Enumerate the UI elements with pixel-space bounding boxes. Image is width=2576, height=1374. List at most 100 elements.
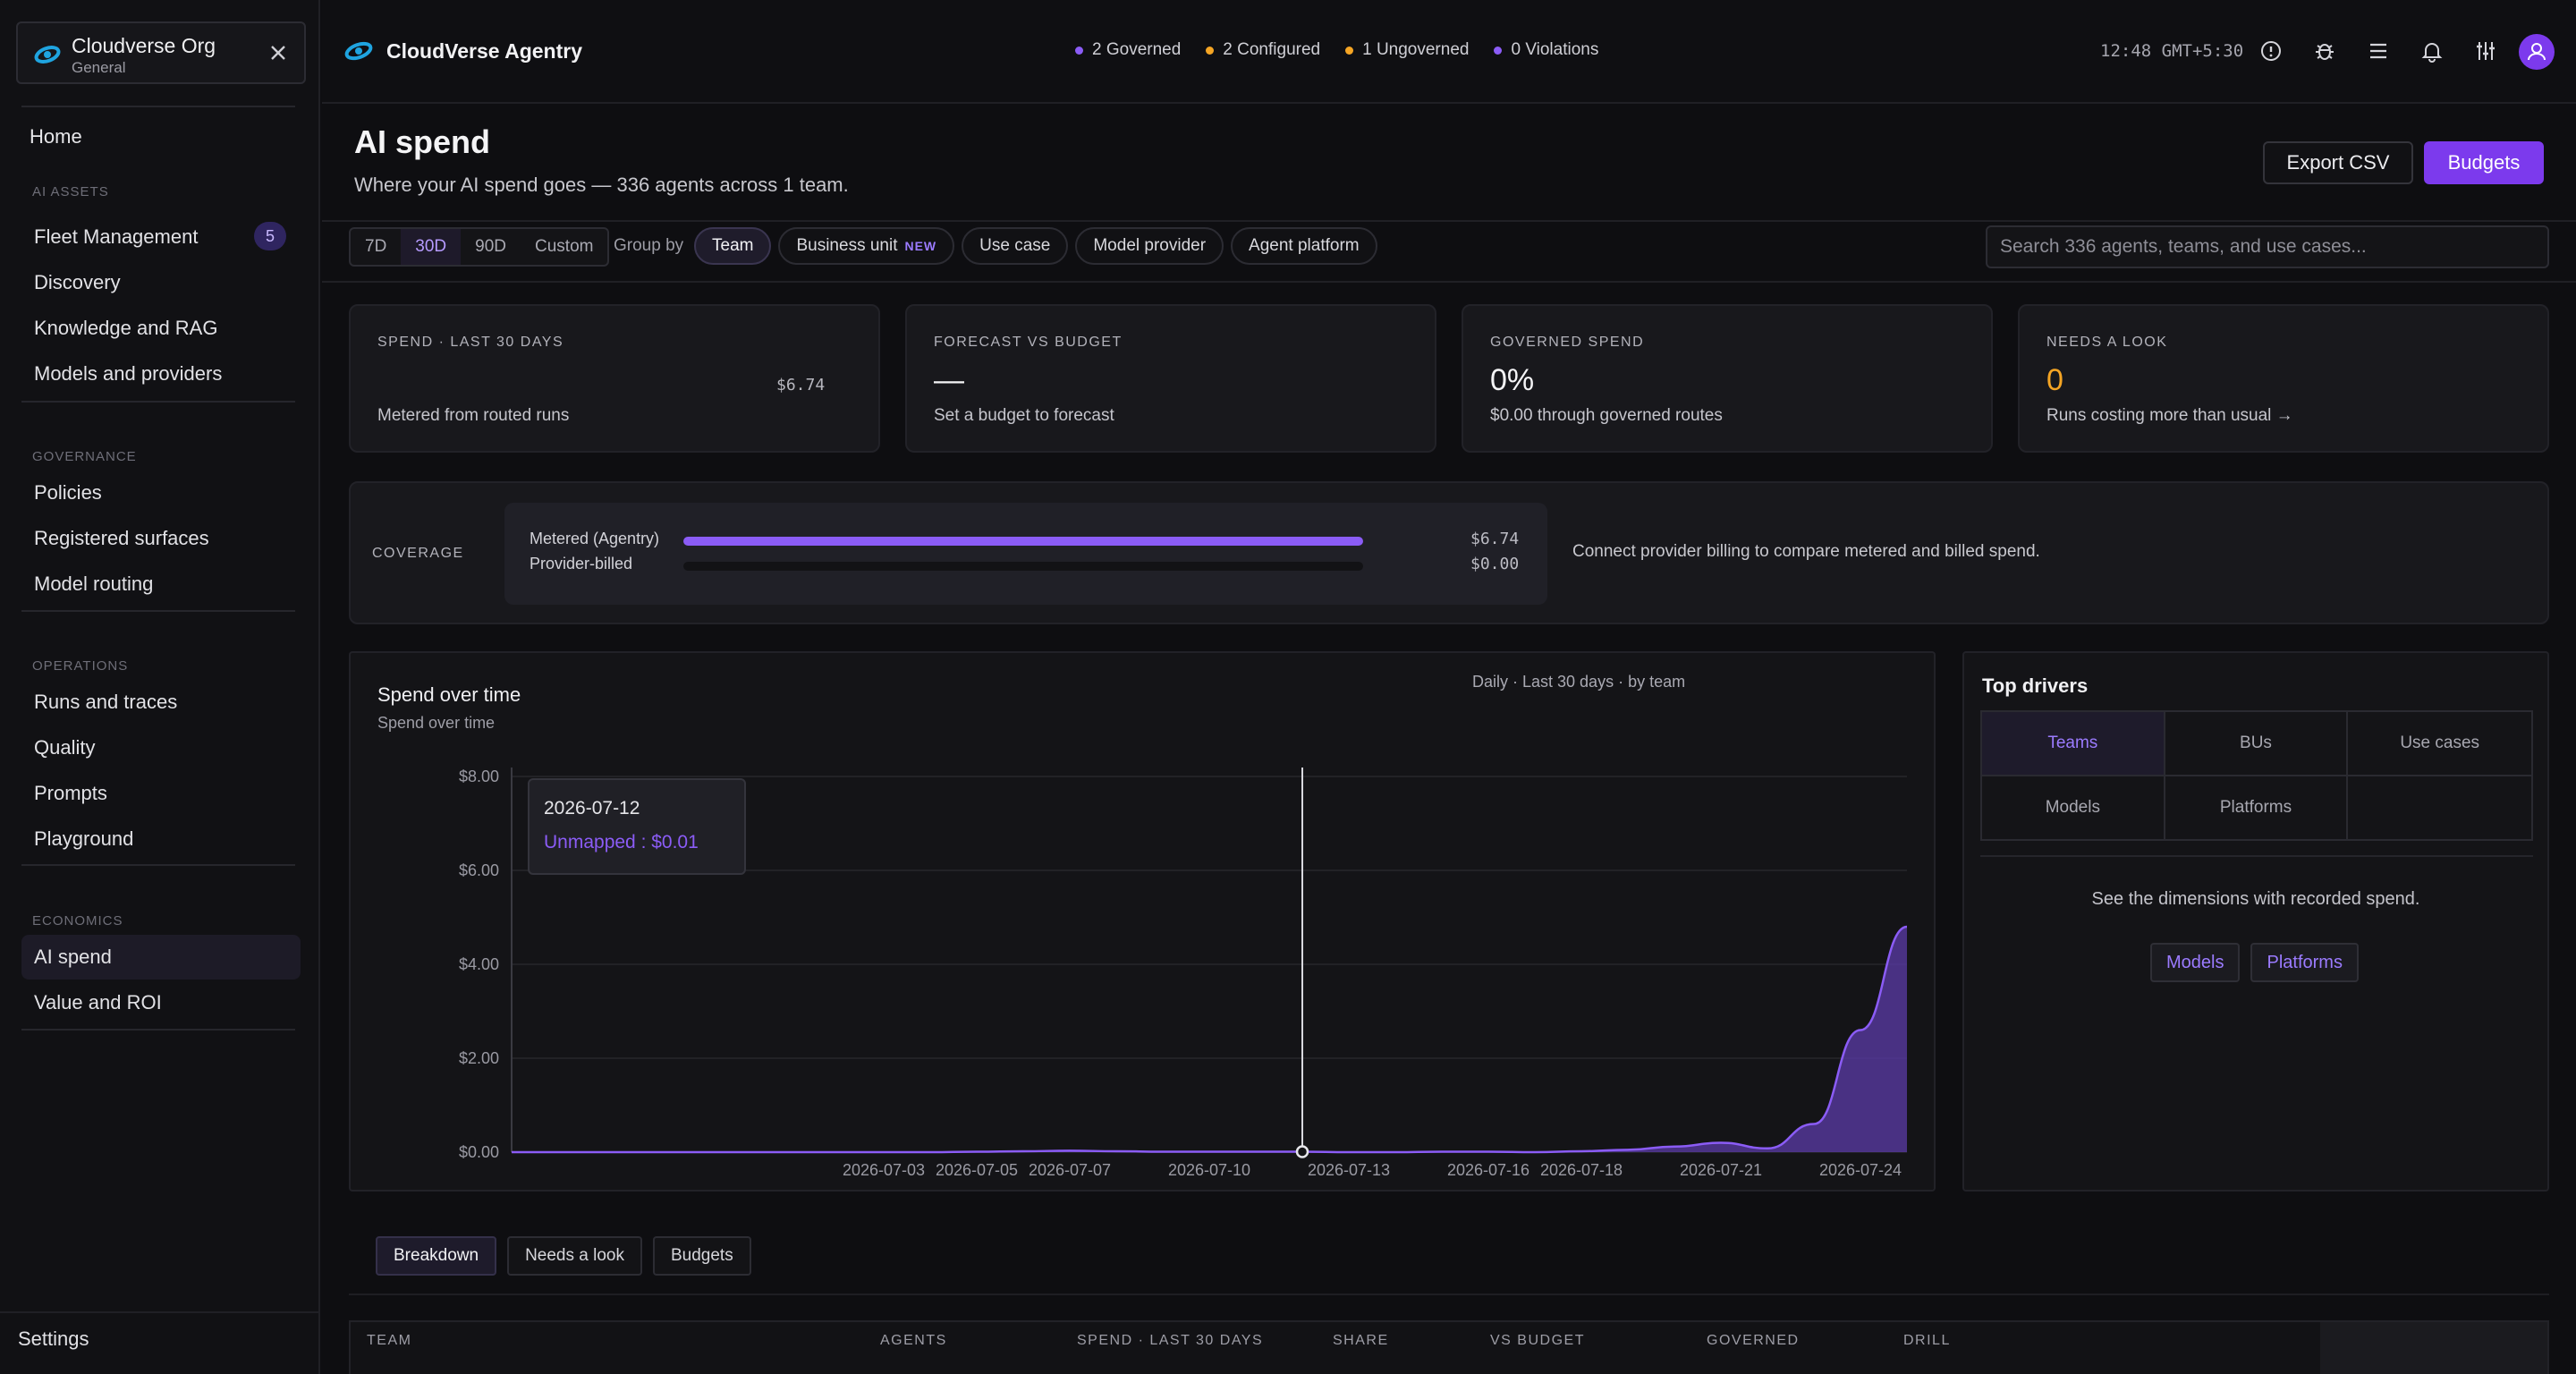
drivers-tab-empty xyxy=(2348,776,2531,839)
status-label: 1 Ungoverned xyxy=(1362,40,1470,59)
drivers-tab-teams[interactable]: Teams xyxy=(1982,712,2165,776)
coverage-bars: Metered (Agentry) $6.74 Provider-billed … xyxy=(504,503,1547,605)
close-icon[interactable] xyxy=(268,43,288,63)
drivers-title: Top drivers xyxy=(1982,674,2089,697)
coverage-label: COVERAGE xyxy=(372,546,464,561)
clock: 12:48 GMT+5:30 xyxy=(2100,41,2244,61)
governance-status-strip: 2 Governed 2 Configured 1 Ungoverned 0 V… xyxy=(1075,40,1598,60)
nav-item-fleet-management[interactable]: Fleet Management xyxy=(34,225,199,248)
nav-section-ai-assets: AI ASSETS xyxy=(32,184,109,199)
drivers-tab-platforms[interactable]: Platforms xyxy=(2165,776,2349,839)
kpi-value: 0% xyxy=(1490,363,1535,397)
chart-tooltip: 2026-07-12 Unmapped : $0.01 xyxy=(528,778,746,875)
nav-item-registered-surfaces[interactable]: Registered surfaces xyxy=(34,527,209,549)
chip-label: Agent platform xyxy=(1249,236,1360,255)
bell-icon[interactable] xyxy=(2420,39,2444,63)
nav-item-prompts[interactable]: Prompts xyxy=(34,782,107,804)
chip-label: Model provider xyxy=(1093,236,1207,255)
range-custom[interactable]: Custom xyxy=(535,237,594,256)
range-30d[interactable]: 30D xyxy=(401,229,462,265)
y-tick-label: $0.00 xyxy=(459,1143,499,1161)
divider xyxy=(1980,855,2533,857)
info-icon[interactable] xyxy=(2259,39,2283,63)
export-csv-button[interactable]: Export CSV xyxy=(2263,141,2413,184)
tab-needs-a-look[interactable]: Needs a look xyxy=(507,1236,642,1276)
col-agents[interactable]: AGENTS xyxy=(880,1333,947,1348)
nav-item-runs-traces[interactable]: Runs and traces xyxy=(34,691,178,713)
nav-item-value-roi[interactable]: Value and ROI xyxy=(34,991,162,1014)
drivers-link-models[interactable]: Models xyxy=(2150,943,2241,982)
status-label: 2 Configured xyxy=(1223,40,1321,59)
group-model-provider-chip[interactable]: Model provider xyxy=(1075,227,1224,265)
user-avatar[interactable] xyxy=(2519,34,2555,70)
x-tick-label: 2026-07-05 xyxy=(936,1161,1018,1179)
group-agent-platform-chip[interactable]: Agent platform xyxy=(1231,227,1377,265)
list-icon[interactable] xyxy=(2367,39,2390,63)
budgets-button[interactable]: Budgets xyxy=(2424,141,2544,184)
drivers-tab-use-cases[interactable]: Use cases xyxy=(2348,712,2531,776)
drivers-link-platforms[interactable]: Platforms xyxy=(2250,943,2359,982)
nav-home[interactable]: Home xyxy=(30,125,82,148)
kpi-link[interactable]: Runs costing more than usual → xyxy=(2046,406,2293,425)
tab-breakdown[interactable]: Breakdown xyxy=(376,1236,497,1276)
nav-item-playground[interactable]: Playground xyxy=(34,827,134,850)
col-vs-budget[interactable]: VS BUDGET xyxy=(1490,1333,1585,1348)
drivers-tab-bus[interactable]: BUs xyxy=(2165,712,2349,776)
nav-item-ai-spend[interactable]: AI spend xyxy=(21,935,301,980)
bug-icon[interactable] xyxy=(2313,39,2336,63)
kpi-label: FORECAST VS BUDGET xyxy=(934,335,1123,350)
tooltip-date: 2026-07-12 xyxy=(544,798,640,818)
group-business-unit-chip[interactable]: Business unit NEW xyxy=(778,227,955,265)
kpi-needs-look-card[interactable]: NEEDS A LOOK 0 Runs costing more than us… xyxy=(2018,304,2549,453)
col-share[interactable]: SHARE xyxy=(1333,1333,1389,1348)
drivers-message: See the dimensions with recorded spend. xyxy=(2091,889,2420,909)
kpi-value: 0 xyxy=(2046,363,2063,397)
chart-meta: Daily · Last 30 days · by team xyxy=(1472,673,1686,691)
status-violations[interactable]: 0 Violations xyxy=(1494,40,1598,60)
nav-item-policies[interactable]: Policies xyxy=(34,481,102,504)
col-spend[interactable]: SPEND · LAST 30 DAYS xyxy=(1077,1333,1264,1348)
status-governed[interactable]: 2 Governed xyxy=(1075,40,1181,60)
nav-item-model-routing[interactable]: Model routing xyxy=(34,572,154,595)
group-team-chip[interactable]: Team xyxy=(694,227,772,265)
user-icon xyxy=(2528,43,2546,61)
spend-over-time-chart: Spend over time Spend over time Daily · … xyxy=(349,651,1936,1192)
chart-canvas[interactable]: $8.00 $6.00 $4.00 $2.00 $0.00 2026-07-03 2026-… xyxy=(351,653,1934,1190)
status-ungoverned[interactable]: 1 Ungoverned xyxy=(1345,40,1469,60)
y-tick-label: $4.00 xyxy=(459,955,499,973)
nav-item-quality[interactable]: Quality xyxy=(34,736,96,759)
cloudverse-logo-icon xyxy=(34,46,61,64)
drivers-tab-models[interactable]: Models xyxy=(1982,776,2165,839)
fleet-count-badge: 5 xyxy=(254,222,286,250)
col-governed[interactable]: GOVERNED xyxy=(1707,1333,1800,1348)
sidebar: Cloudverse Org General Home AI ASSETS Fl… xyxy=(0,0,320,1374)
page-title: AI spend xyxy=(354,123,491,160)
y-tick-label: $8.00 xyxy=(459,768,499,785)
sliders-icon[interactable] xyxy=(2474,39,2497,63)
divider xyxy=(0,1311,320,1313)
range-7d[interactable]: 7D xyxy=(365,237,387,256)
search-input[interactable]: Search 336 agents, teams, and use cases.… xyxy=(1986,225,2549,268)
drivers-tab-grid: Teams BUs Use cases Models Platforms xyxy=(1980,710,2533,841)
kpi-note: Metered from routed runs xyxy=(377,406,570,425)
drivers-links: Models Platforms xyxy=(2150,943,2359,982)
col-drill[interactable]: DRILL xyxy=(1903,1333,1951,1348)
tab-budgets[interactable]: Budgets xyxy=(652,1236,751,1276)
status-dot xyxy=(1075,46,1083,55)
range-90d[interactable]: 90D xyxy=(475,237,507,256)
nav-item-models-providers[interactable]: Models and providers xyxy=(34,362,223,385)
chip-label: Business unit xyxy=(796,236,898,255)
group-by-label: Group by xyxy=(614,236,684,255)
nav-section-governance: GOVERNANCE xyxy=(32,449,137,464)
nav-item-discovery[interactable]: Discovery xyxy=(34,271,121,293)
time-range-selector: 7D 30D 90D Custom xyxy=(349,227,610,267)
group-by-chips: Team Business unit NEW Use case Model pro… xyxy=(694,227,1377,265)
nav-item-knowledge-rag[interactable]: Knowledge and RAG xyxy=(34,317,218,339)
org-switcher[interactable]: Cloudverse Org General xyxy=(16,21,306,84)
group-use-case-chip[interactable]: Use case xyxy=(962,227,1069,265)
x-tick-label: 2026-07-10 xyxy=(1168,1161,1250,1179)
divider xyxy=(21,106,295,107)
status-configured[interactable]: 2 Configured xyxy=(1206,40,1320,60)
nav-item-settings[interactable]: Settings xyxy=(18,1327,89,1350)
col-team[interactable]: TEAM xyxy=(367,1333,412,1348)
